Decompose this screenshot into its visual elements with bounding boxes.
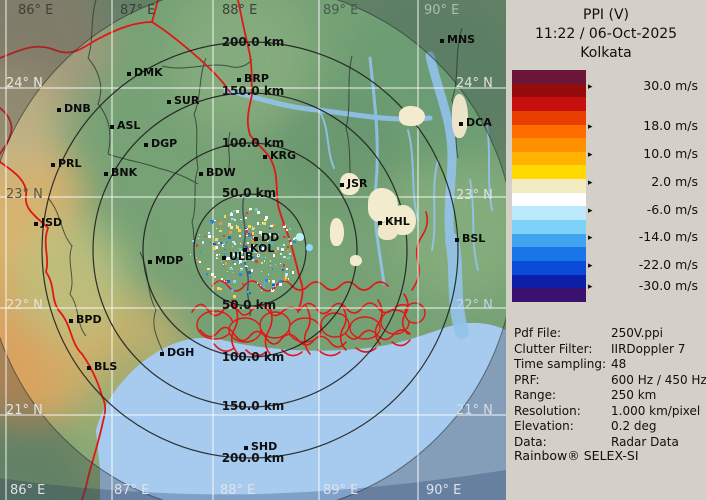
legend-value: 10.0 m/s xyxy=(643,146,698,161)
color-scale-band xyxy=(512,83,586,98)
tick-arrow-icon: ▸ xyxy=(588,261,593,271)
info-label: Time sampling: xyxy=(514,357,607,371)
legend-entry: ▸ 10.0 m/s xyxy=(586,146,702,162)
sundarbans-coastline xyxy=(191,211,429,357)
product-name: PPI (V) xyxy=(583,7,629,23)
info-row: Elevation: 0.2 deg xyxy=(514,419,704,433)
color-scale-band xyxy=(512,70,586,84)
color-scale-band xyxy=(512,247,586,261)
legend-value: 18.0 m/s xyxy=(643,118,698,133)
color-scale-band xyxy=(512,124,586,139)
info-label: Clutter Filter: xyxy=(514,341,593,356)
color-scale-band xyxy=(512,165,586,180)
info-label: Elevation: xyxy=(514,419,574,433)
info-value: 48 xyxy=(611,357,627,371)
info-value: 1.000 km/pixel xyxy=(611,403,701,418)
color-scale-band xyxy=(512,110,586,125)
color-scale-band xyxy=(512,260,586,275)
info-label: Data: xyxy=(514,434,547,449)
info-value: IIRDoppler 7 xyxy=(611,341,686,356)
color-scale-band xyxy=(512,288,586,302)
legend-value: -22.0 m/s xyxy=(638,257,698,272)
info-value: 0.2 deg xyxy=(611,419,657,433)
tick-arrow-icon: ▸ xyxy=(588,82,593,92)
info-label: Resolution: xyxy=(514,403,581,418)
tick-arrow-icon: ▸ xyxy=(588,178,593,188)
color-scale-band xyxy=(512,233,586,248)
legend-value: -6.0 m/s xyxy=(646,202,698,217)
info-panel: PPI (V) 11:22 / 06-Oct-2025 Kolkata ▸ 30.… xyxy=(506,0,706,500)
hooghly-river xyxy=(242,195,252,317)
info-value: Radar Data xyxy=(611,434,679,449)
info-label: Pdf File: xyxy=(514,326,562,340)
info-value: 250V.ppi xyxy=(611,326,663,340)
tick-arrow-icon: ▸ xyxy=(588,122,593,132)
info-label: PRF: xyxy=(514,372,540,387)
latlon-grid xyxy=(0,0,506,500)
color-scale-band xyxy=(512,151,586,166)
legend-value: 30.0 m/s xyxy=(643,78,698,93)
tick-arrow-icon: ▸ xyxy=(588,233,593,243)
color-scale-band xyxy=(512,206,586,221)
info-row: Resolution: 1.000 km/pixel xyxy=(514,404,704,418)
tick-arrow-icon: ▸ xyxy=(588,150,593,160)
color-scale-band xyxy=(512,179,586,193)
tick-arrow-icon: ▸ xyxy=(588,282,593,292)
legend-entry: ▸ -6.0 m/s xyxy=(586,202,702,218)
info-row: Clutter Filter: IIRDoppler 7 xyxy=(514,342,704,356)
scan-datetime: 11:22 / 06-Oct-2025 xyxy=(534,26,678,42)
legend-entry: ▸ -14.0 m/s xyxy=(586,229,702,245)
legend-entry: ▸ 2.0 m/s xyxy=(586,174,702,190)
info-value: 250 km xyxy=(611,388,657,402)
info-row: PRF: 600 Hz / 450 Hz xyxy=(514,372,706,387)
scan-title: PPI (V) 11:22 / 06-Oct-2025 Kolkata xyxy=(506,6,706,63)
info-label: Range: xyxy=(514,388,557,402)
legend-value: -14.0 m/s xyxy=(638,229,698,244)
legend-entry: ▸ -30.0 m/s xyxy=(586,278,702,294)
tick-arrow-icon: ▸ xyxy=(588,206,593,216)
info-value: 600 Hz / 450 Hz xyxy=(611,372,706,387)
legend-value: 2.0 m/s xyxy=(651,174,698,189)
info-row: Time sampling: 48 xyxy=(514,357,704,371)
legend-value: -30.0 m/s xyxy=(638,278,698,293)
color-scale-band xyxy=(512,138,586,152)
color-scale-band xyxy=(512,274,586,289)
bay-of-bengal xyxy=(96,322,506,500)
brand-footer: Rainbow® SELEX-SI xyxy=(514,448,639,463)
radar-site-name: Kolkata xyxy=(580,45,632,61)
info-row: Range: 250 km xyxy=(514,388,704,402)
color-scale-bar xyxy=(512,70,586,302)
legend-entry: ▸ -22.0 m/s xyxy=(586,257,702,273)
map-canvas xyxy=(0,0,506,500)
color-scale-band xyxy=(512,220,586,234)
info-row: Pdf File: 250V.ppi xyxy=(514,326,704,340)
radar-map: 86° E 87° E 88° E 89° E 90° E 86° E 87° E 88° E… xyxy=(0,0,506,500)
international-borders xyxy=(0,0,304,500)
legend-entry: ▸ 30.0 m/s xyxy=(586,78,702,94)
legend-entry: ▸ 18.0 m/s xyxy=(586,118,702,134)
deep-sea-band xyxy=(0,470,506,500)
out-of-range-dimming xyxy=(0,0,506,500)
color-scale-band xyxy=(512,192,586,207)
color-scale-band xyxy=(512,97,586,111)
info-row: Data: Radar Data xyxy=(514,435,704,449)
